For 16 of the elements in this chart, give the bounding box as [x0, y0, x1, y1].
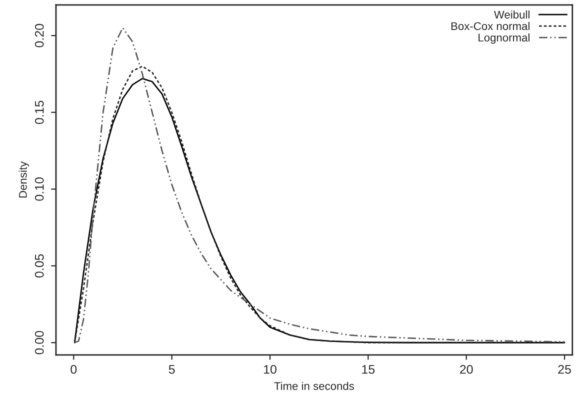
- x-tick-label: 5: [168, 365, 175, 374]
- legend-label: Weibull: [494, 10, 530, 19]
- y-axis-title: Density: [18, 161, 30, 198]
- legend-label: Lognormal: [478, 33, 530, 44]
- x-axis-title: Time in seconds: [274, 382, 354, 390]
- x-tick-label: 10: [264, 364, 276, 374]
- x-tick-label: 0: [70, 364, 77, 374]
- x-tick-label: 15: [362, 365, 375, 374]
- legend-label: Box-Cox normal: [451, 22, 530, 30]
- x-tick-label: 25: [558, 364, 571, 374]
- y-tick-label: 0.20: [34, 24, 44, 48]
- y-tick-label: 0.10: [34, 177, 44, 201]
- y-tick-label: 0.00: [34, 330, 44, 354]
- y-tick-label: 0.05: [34, 254, 44, 278]
- x-tick-label: 20: [460, 364, 473, 374]
- y-tick-label: 0.15: [34, 100, 44, 124]
